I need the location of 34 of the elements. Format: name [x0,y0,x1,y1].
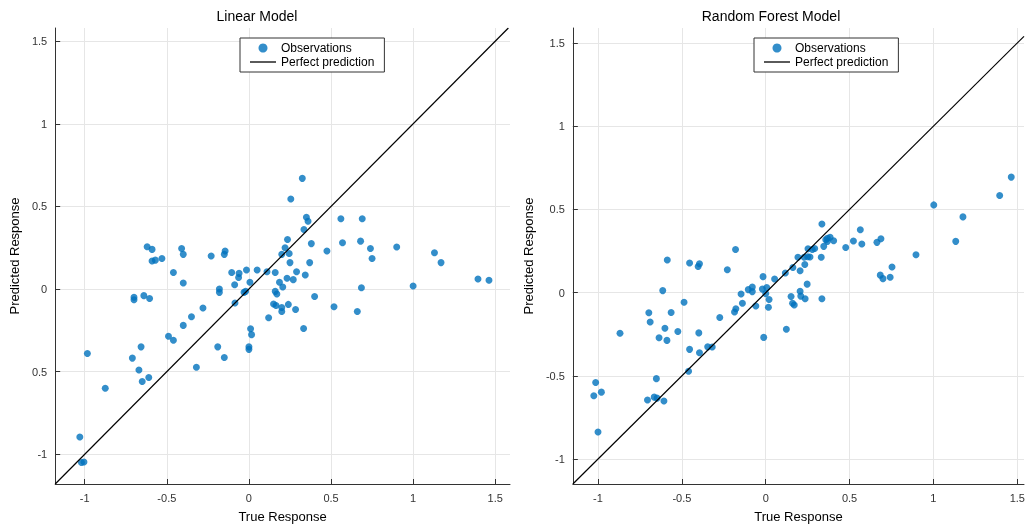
legend-label: Observations [795,41,866,55]
y-tick-label: 0.5 [31,365,48,378]
x-tick-label: -0.5 [672,491,692,504]
y-tick-label: -1 [37,448,48,461]
y-axis-title: Predicted Response [521,197,536,315]
y-tick-label: 1 [41,117,48,130]
y-tick-label: 1 [558,120,565,133]
x-tick-label: 1 [410,491,417,504]
legend-label: Perfect prediction [795,55,889,69]
x-tick-label: 1.5 [487,491,503,504]
x-tick-label: -0.5 [157,491,177,504]
x-tick-label: 1 [930,491,937,504]
y-tick-label: 1.5 [549,36,565,49]
y-tick-label: 1.5 [31,35,48,48]
y-tick-label: 0.5 [31,200,48,213]
x-tick-label: 0 [245,491,252,504]
chart-title: Random Forest Model [701,8,841,24]
y-tick-label: 0 [41,283,48,296]
legend-label: Observations [281,41,352,55]
x-axis-title: True Response [238,509,327,524]
x-tick-label: 1.5 [1009,491,1025,504]
legend-label: Perfect prediction [281,55,375,69]
y-tick-label: -1 [555,453,565,466]
y-tick-label: -0.5 [545,369,565,382]
x-tick-label: 0.5 [323,491,339,504]
chart-title: Linear Model [216,8,298,24]
x-tick-label: -1 [593,491,603,504]
y-tick-label: 0 [558,286,565,299]
y-axis-title: Predicted Response [7,197,22,315]
x-tick-label: 0 [762,491,769,504]
x-tick-label: 0.5 [841,491,858,504]
x-axis-title: True Response [754,509,843,524]
y-tick-label: 0.5 [549,203,565,216]
x-tick-label: -1 [79,491,90,504]
